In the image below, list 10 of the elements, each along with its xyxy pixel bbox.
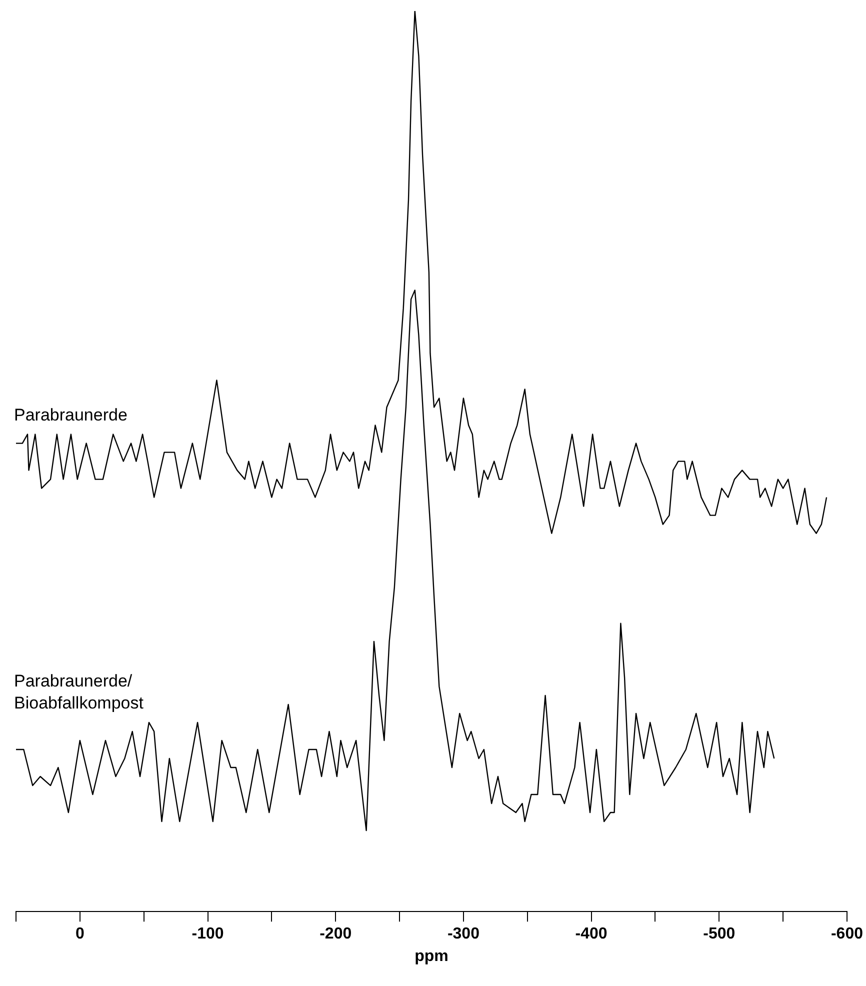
x-tick-label: -600 bbox=[830, 926, 864, 943]
x-tick-label: -500 bbox=[703, 926, 736, 943]
x-tick-label: -400 bbox=[575, 926, 608, 943]
x-axis-title: ppm bbox=[414, 948, 448, 965]
x-tick-label: 0 bbox=[75, 926, 84, 943]
x-tick-label: -200 bbox=[320, 926, 352, 943]
series-label: Parabraunerde/Bioabfallkompost bbox=[14, 671, 144, 712]
x-tick-label: -100 bbox=[192, 926, 224, 943]
series-label: Parabraunerde bbox=[14, 405, 128, 424]
x-tick-label: -300 bbox=[447, 926, 480, 943]
